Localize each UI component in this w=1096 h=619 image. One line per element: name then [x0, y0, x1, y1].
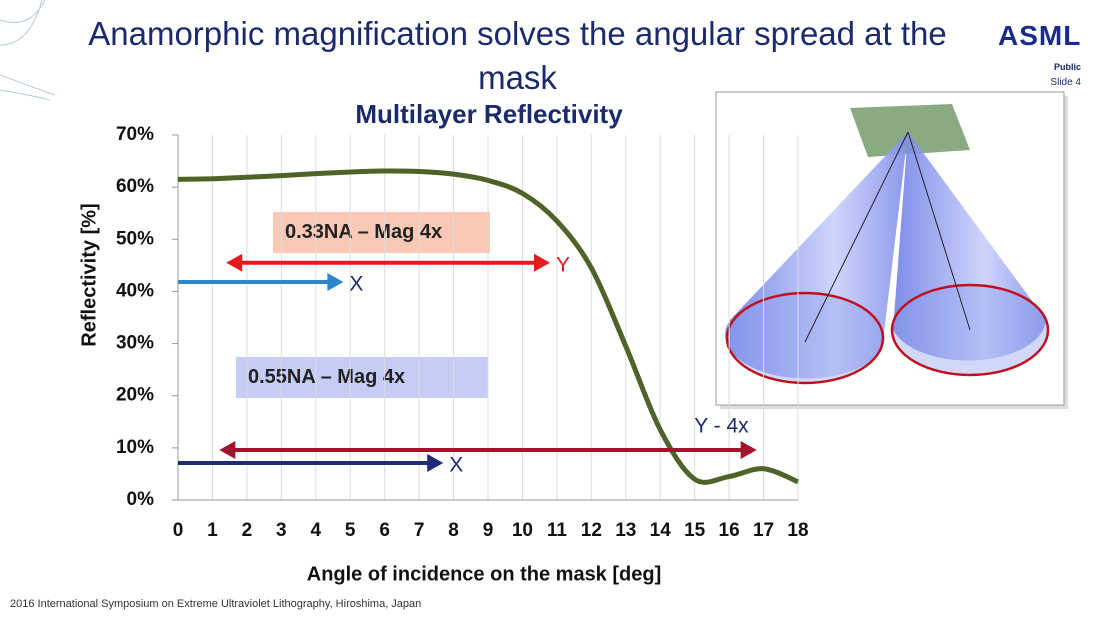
y-tick-label: 50%: [116, 228, 154, 249]
y-tick-label: 20%: [116, 385, 154, 406]
arrow-part: [740, 440, 757, 459]
arrow-part: [534, 253, 550, 272]
arrow: [178, 273, 344, 292]
x-axis-label: Angle of incidence on the mask [deg]: [307, 563, 662, 585]
x-tick-label: 9: [483, 520, 494, 541]
x-tick-label: 18: [787, 520, 808, 541]
x-tick-label: 4: [310, 520, 321, 541]
x-tick-label: 11: [547, 520, 568, 541]
x-tick-label: 5: [345, 520, 356, 541]
logo: ASML: [998, 20, 1082, 51]
x-tick-label: 3: [276, 520, 287, 541]
arrow-label: X: [449, 454, 463, 477]
x-tick-label: 0: [173, 520, 184, 541]
slide-title: Anamorphic magnification solves the angu…: [88, 15, 947, 96]
x-tick-label: 7: [414, 520, 425, 541]
arrow-part: [327, 273, 344, 292]
corner-decoration: [0, 0, 56, 101]
slide-number: Slide 4: [1050, 77, 1081, 88]
arrow: [219, 440, 757, 459]
diagram: [715, 91, 1068, 409]
x-tick-label: 16: [719, 520, 740, 541]
x-tick-label: 1: [207, 520, 218, 541]
x-tick-label: 12: [581, 520, 602, 541]
y-tick-label: 60%: [116, 176, 154, 197]
x-tick-label: 13: [615, 520, 636, 541]
classification: Public: [1053, 62, 1081, 72]
y-axis-label: Reflectivity [%]: [78, 203, 100, 346]
y-tick-label: 10%: [116, 437, 154, 458]
arrow-label: Y - 4x: [694, 414, 749, 437]
arrow-label: X: [349, 273, 363, 296]
arrow: [226, 253, 550, 272]
y-tick-label: 40%: [116, 280, 154, 301]
chart-title: Multilayer Reflectivity: [355, 99, 623, 129]
footer: 2016 International Symposium on Extreme …: [10, 598, 422, 610]
x-tick-label: 17: [753, 520, 774, 541]
x-tick-label: 14: [650, 520, 672, 541]
x-tick-label: 2: [242, 520, 253, 541]
arrow-part: [226, 253, 243, 272]
annotation-box: 0.55NA – Mag 4x: [236, 357, 488, 398]
arrow-part: [427, 453, 444, 472]
x-tick-label: 15: [684, 520, 706, 541]
x-tick-label: 6: [379, 520, 390, 541]
y-tick-label: 30%: [116, 333, 154, 354]
arrow-part: [219, 440, 236, 459]
arrow: [178, 453, 444, 472]
y-tick-label: 70%: [116, 124, 154, 145]
x-tick-label: 10: [512, 520, 533, 541]
y-tick-label: 0%: [127, 489, 155, 510]
x-tick-label: 8: [448, 520, 459, 541]
arrow-label: Y: [556, 253, 570, 276]
line-series: [177, 168, 799, 485]
